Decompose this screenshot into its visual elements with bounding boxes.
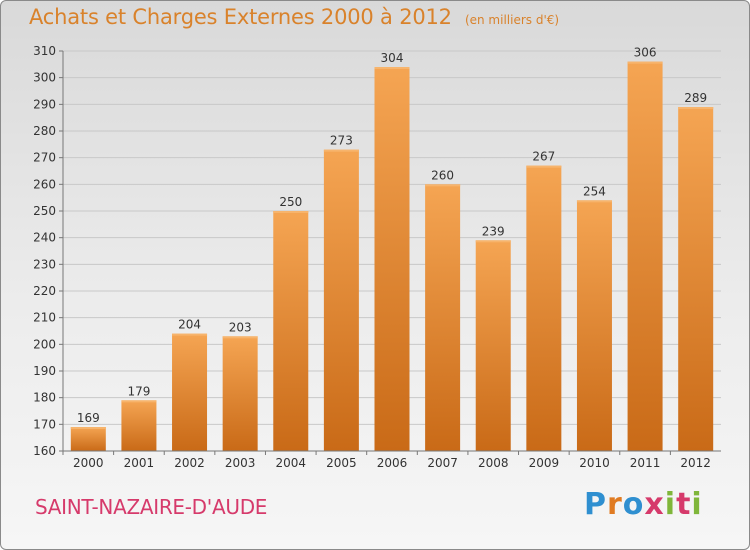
logo-letter: o: [622, 487, 645, 522]
value-label-2005: 273: [330, 134, 353, 148]
value-label-2004: 250: [279, 195, 302, 209]
bar-2007: [425, 184, 461, 452]
value-label-2006: 304: [381, 51, 404, 65]
bar-2009: [526, 165, 562, 451]
bar-top-highlight: [323, 149, 359, 152]
bar-2011: [627, 61, 663, 452]
bar-top-highlight: [678, 107, 714, 109]
logo-letter: r: [607, 487, 623, 522]
bar-2003: [222, 336, 258, 451]
logo-letter: i: [664, 487, 677, 522]
x-tick-label-2009: 2009: [529, 456, 560, 470]
y-tick-label: 240: [33, 231, 56, 245]
logo-letter: P: [584, 487, 607, 522]
x-tick-label-2000: 2000: [73, 456, 104, 470]
x-tick-label-2010: 2010: [579, 456, 610, 470]
bar-top-highlight: [374, 67, 410, 69]
value-label-2011: 306: [634, 46, 657, 60]
value-label-2012: 289: [684, 91, 707, 105]
x-tick-label-2007: 2007: [427, 456, 458, 470]
x-tick-label-2001: 2001: [124, 456, 155, 470]
y-tick-label: 160: [33, 444, 56, 458]
bar-2012: [678, 107, 714, 451]
proxiti-logo: Proxiti: [584, 487, 703, 522]
bar-top-highlight: [273, 211, 309, 213]
value-label-2002: 204: [178, 318, 201, 332]
bar-top-highlight: [172, 333, 208, 336]
bar-top-highlight: [70, 427, 106, 429]
x-tick-label-2008: 2008: [478, 456, 509, 470]
value-label-2010: 254: [583, 184, 606, 198]
x-tick-label-2003: 2003: [225, 456, 256, 470]
commune-name: SAINT-NAZAIRE-D'AUDE: [35, 495, 268, 519]
y-tick-label: 290: [33, 97, 56, 111]
bar-2001: [121, 400, 157, 451]
x-tick-label-2012: 2012: [680, 456, 711, 470]
bar-2000: [70, 427, 106, 451]
logo-letter: t: [676, 487, 692, 522]
bar-2005: [323, 149, 359, 451]
bar-top-highlight: [576, 200, 612, 203]
bar-2002: [172, 333, 208, 451]
y-tick-label: 220: [33, 284, 56, 298]
bar-top-highlight: [627, 61, 663, 64]
bar-top-highlight: [425, 184, 461, 187]
bar-2010: [576, 200, 612, 451]
y-tick-label: 280: [33, 124, 56, 138]
bar-2006: [374, 67, 410, 451]
bar-top-highlight: [526, 165, 562, 168]
bar-2004: [273, 211, 309, 451]
y-tick-label: 310: [33, 44, 56, 58]
x-tick-label-2002: 2002: [174, 456, 205, 470]
x-tick-label-2011: 2011: [630, 456, 661, 470]
value-label-2009: 267: [532, 150, 555, 164]
x-tick-label-2006: 2006: [377, 456, 408, 470]
y-tick-label: 230: [33, 257, 56, 271]
value-label-2000: 169: [77, 411, 100, 425]
value-label-2007: 260: [431, 168, 454, 182]
y-tick-label: 200: [33, 337, 56, 351]
y-tick-label: 250: [33, 204, 56, 218]
x-tick-label-2005: 2005: [326, 456, 357, 470]
y-tick-label: 300: [33, 71, 56, 85]
y-tick-label: 170: [33, 417, 56, 431]
bar-top-highlight: [475, 240, 511, 243]
logo-letter: i: [691, 487, 703, 522]
bar-top-highlight: [222, 336, 258, 339]
y-tick-label: 190: [33, 364, 56, 378]
title-row: Achats et Charges Externes 2000 à 2012 (…: [29, 5, 559, 29]
value-label-2003: 203: [229, 320, 252, 334]
x-axis-ticks: 2000 2001 2002 2003 2004 2005 2006 2007 2008 2009…: [62, 450, 721, 470]
chart-title: Achats et Charges Externes 2000 à 2012: [29, 5, 452, 29]
bar-top-highlight: [121, 400, 157, 403]
y-tick-label: 210: [33, 311, 56, 325]
chart-subtitle: (en milliers d'€): [464, 13, 560, 27]
y-tick-label: 270: [33, 151, 56, 165]
y-tick-label: 260: [33, 177, 56, 191]
bar-2008: [475, 240, 511, 451]
x-tick-label-2004: 2004: [275, 456, 306, 470]
y-axis-ticks: 160 170 180 190 200 210 220 230 240 250 260 270 280 2…: [33, 44, 64, 458]
bars: [70, 61, 714, 452]
value-label-2001: 179: [127, 384, 150, 398]
y-tick-label: 180: [33, 391, 56, 405]
logo-letter: x: [644, 487, 665, 522]
value-labels: 169 179 204 203 250 273 304 260 239 267 254 306 289: [77, 46, 707, 425]
value-label-2008: 239: [482, 224, 505, 238]
